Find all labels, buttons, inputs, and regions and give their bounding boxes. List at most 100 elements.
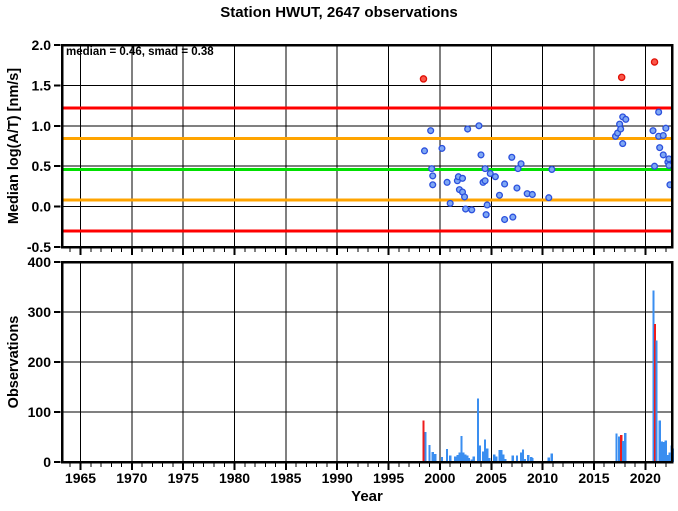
median-data-point <box>650 162 659 170</box>
observation-bar <box>454 456 457 462</box>
median-data-point <box>659 151 667 159</box>
observation-bar <box>524 459 527 462</box>
observation-bar <box>467 458 470 462</box>
observation-bar <box>440 457 444 462</box>
median-data-point <box>446 199 454 207</box>
observation-bar <box>493 454 496 462</box>
observation-bar <box>547 457 550 462</box>
x-tick-label: 2010 <box>527 470 558 486</box>
x-tick-label: 1970 <box>116 470 147 486</box>
y-tick-label: 0.0 <box>32 199 52 215</box>
observation-bar <box>527 455 530 462</box>
observation-bar <box>458 452 461 462</box>
observation-bar <box>550 453 553 462</box>
median-data-point <box>617 125 625 133</box>
observation-bar <box>446 449 449 462</box>
median-data-point <box>528 190 536 199</box>
median-data-point <box>514 165 522 173</box>
observation-bar <box>664 440 667 462</box>
observation-bar <box>460 436 463 462</box>
observation-bar <box>652 290 655 462</box>
y-tick-label: 200 <box>28 354 52 370</box>
y-tick-label: 0.5 <box>32 158 52 174</box>
median-data-point <box>501 180 509 188</box>
median-data-point <box>420 147 429 155</box>
y-tick-label: 0 <box>43 454 51 470</box>
median-data-point <box>548 165 556 173</box>
median-data-point <box>513 184 521 192</box>
y-tick-label: 300 <box>28 304 52 320</box>
observation-bar <box>531 458 534 462</box>
observation-bar <box>462 452 465 462</box>
observation-bar <box>666 455 669 462</box>
median-data-point <box>458 174 467 182</box>
y-tick-label: 2.0 <box>32 37 52 53</box>
observation-bar <box>476 398 480 462</box>
observation-bar <box>472 456 475 462</box>
x-tick-label: 2000 <box>424 470 455 486</box>
median-data-point <box>622 115 630 123</box>
observation-bar <box>500 450 503 462</box>
observation-bar <box>502 454 505 462</box>
observation-bar-red <box>620 435 623 462</box>
observation-bar <box>483 439 487 462</box>
median-data-point <box>481 165 489 173</box>
median-data-point <box>517 160 525 168</box>
outlier-data-point <box>617 73 626 82</box>
median-data-point <box>501 215 509 224</box>
median-data-point <box>429 172 437 180</box>
median-data-point <box>427 127 435 135</box>
median-data-point <box>656 144 664 152</box>
outlier-data-point <box>419 75 428 83</box>
median-data-point <box>655 108 663 116</box>
median-data-point <box>438 144 446 152</box>
observation-bar <box>464 454 467 462</box>
observation-bar <box>624 433 627 462</box>
median-data-point <box>462 205 470 213</box>
observation-bar <box>515 455 519 462</box>
x-tick-label: 2005 <box>476 470 507 486</box>
x-tick-label: 1980 <box>219 470 250 486</box>
observation-bar <box>486 448 489 462</box>
x-tick-label: 1995 <box>373 470 404 486</box>
observation-bar <box>456 455 459 462</box>
median-data-point <box>508 153 516 161</box>
outlier-data-point <box>650 58 659 66</box>
y-tick-label: 1.5 <box>32 77 52 93</box>
observation-bar <box>519 452 523 462</box>
median-data-point <box>468 206 476 214</box>
observation-bar <box>618 436 621 462</box>
x-axis-label-year: Year <box>351 488 383 505</box>
panel-frame <box>60 43 674 249</box>
observation-bar <box>622 441 625 462</box>
median-data-point <box>477 151 485 159</box>
observation-bar <box>660 441 663 462</box>
observation-bar <box>481 451 485 462</box>
observation-bar <box>434 454 437 462</box>
median-data-point <box>483 201 491 209</box>
observation-bar <box>495 456 498 462</box>
x-tick-label: 2015 <box>578 470 609 486</box>
median-data-point <box>464 125 472 133</box>
x-tick-label: 1965 <box>65 470 96 486</box>
median-data-point <box>662 124 670 132</box>
median-data-point <box>509 213 517 221</box>
observation-bar <box>478 445 482 462</box>
median-data-point <box>482 211 490 219</box>
median-data-point <box>659 131 667 140</box>
median-data-point <box>481 177 489 185</box>
observation-bar <box>504 459 507 462</box>
median-data-point <box>428 165 436 173</box>
y-tick-label: 400 <box>28 254 52 270</box>
median-annotation: median = 0.46, smad = 0.38 <box>66 46 214 58</box>
median-data-point <box>475 122 483 130</box>
observation-bar <box>658 420 661 462</box>
observation-bar <box>662 442 665 462</box>
median-data-point <box>619 140 627 148</box>
observation-bar <box>511 455 514 462</box>
observation-bar <box>449 455 452 462</box>
median-data-point <box>545 194 553 202</box>
observation-bar <box>521 449 525 462</box>
x-tick-label: 1990 <box>322 470 353 486</box>
